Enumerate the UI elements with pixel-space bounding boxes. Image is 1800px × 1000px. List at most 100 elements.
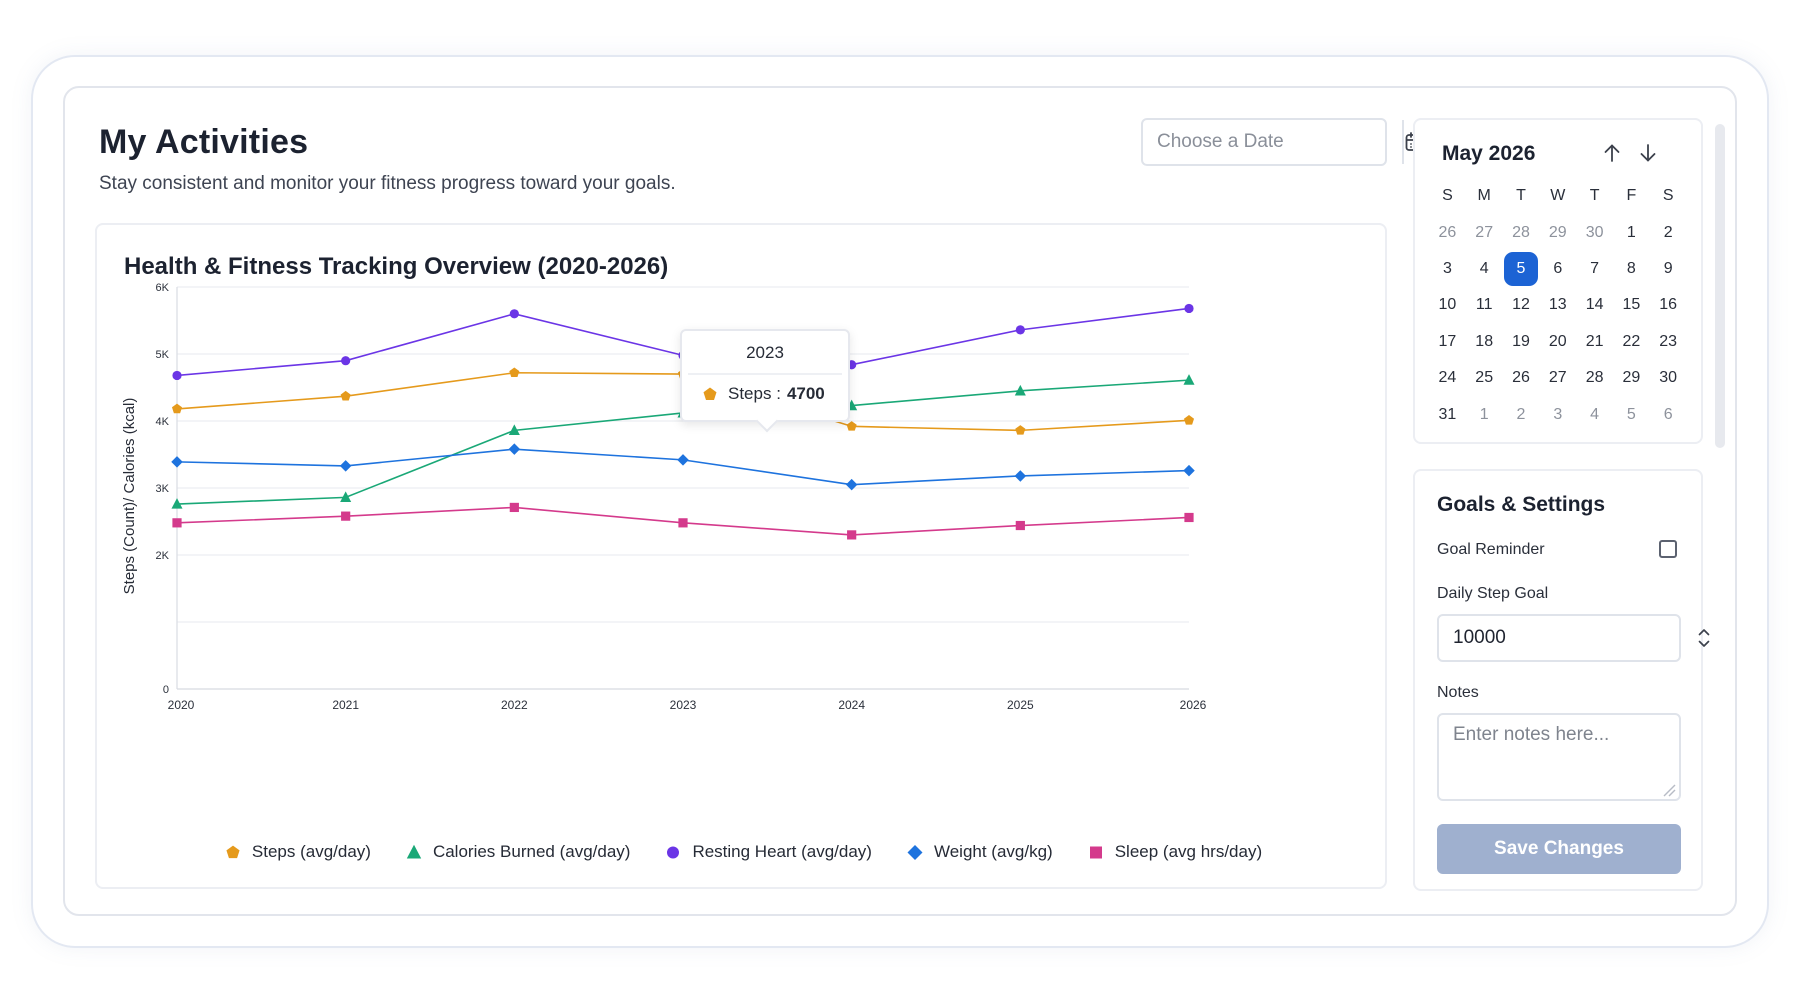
calendar-day[interactable]: 9 [1663,259,1673,277]
x-tick-label: 2025 [1007,698,1034,712]
goal-reminder-checkbox[interactable] [1659,540,1677,558]
calendar-day[interactable]: 2 [1516,405,1526,423]
calendar-day[interactable]: 23 [1659,332,1678,350]
data-point [847,530,857,540]
calendar-day[interactable]: 4 [1479,259,1489,277]
calendar-day[interactable]: 27 [1475,223,1494,241]
calendar-day[interactable]: 24 [1438,369,1457,387]
calendar-day[interactable]: 1 [1626,223,1636,241]
data-point [172,518,182,528]
calendar-day[interactable]: 11 [1475,296,1493,314]
save-changes-button[interactable]: Save Changes [1437,824,1681,874]
data-point [340,390,351,401]
calendar-day[interactable]: 4 [1590,405,1600,423]
legend-marker [667,846,680,859]
legend-item[interactable]: Calories Burned (avg/day) [405,842,630,862]
x-tick-label: 2021 [332,698,359,712]
chart-card: Health & Fitness Tracking Overview (2020… [95,223,1387,889]
tooltip-title: 2023 [688,331,842,375]
tooltip-row: Steps :4700 [682,375,848,404]
calendar-day[interactable]: 26 [1438,223,1457,241]
legend-item[interactable]: Sleep (avg hrs/day) [1087,842,1262,862]
previous-month-button[interactable] [1601,142,1623,169]
calendar-day-selected[interactable]: 5 [1503,251,1540,287]
calendar-day[interactable]: 6 [1663,405,1673,423]
calendar-day[interactable]: 21 [1585,332,1604,350]
legend-item[interactable]: Weight (avg/kg) [906,842,1053,862]
calendar-day[interactable]: 1 [1479,405,1489,423]
notes-textarea[interactable] [1437,713,1681,801]
chevron-down-icon[interactable] [1698,640,1710,648]
chart-legend: Steps (avg/day) Calories Burned (avg/day)… [97,842,1389,862]
data-point [340,491,352,502]
resize-grip-icon[interactable] [1662,783,1676,797]
calendar-day[interactable]: 20 [1548,332,1567,350]
calendar-day[interactable]: 18 [1475,332,1494,350]
calendar-day[interactable]: 8 [1626,259,1636,277]
calendar-day[interactable]: 7 [1590,259,1600,277]
legend-item[interactable]: Steps (avg/day) [224,842,371,862]
calendar-day[interactable]: 28 [1585,369,1604,387]
calendar-day[interactable]: 17 [1438,332,1457,350]
data-point [509,502,519,513]
calendar-day[interactable]: 30 [1585,223,1604,241]
quantity-stepper[interactable] [1698,628,1710,648]
tooltip-separator: : [771,384,781,403]
legend-label: Resting Heart (avg/day) [692,842,872,861]
x-tick-label: 2026 [1180,698,1207,712]
triangle-icon [406,844,422,859]
date-input[interactable] [1143,120,1402,164]
weekday-label: S [1442,187,1453,205]
calendar-day[interactable]: 29 [1548,223,1567,241]
y-tick-label: 5K [156,349,170,361]
date-picker [1141,118,1425,166]
data-point [508,424,520,435]
calendar-day[interactable]: 15 [1622,296,1641,314]
line-chart: 0 2K 3K 4K 5K 6K 2020 2021 2022 2023 2024 2025 2026 S… [121,282,1207,712]
data-point [508,443,521,455]
calendar-day[interactable]: 22 [1622,332,1641,350]
calendar-grid: S M T W T F S 26 27 28 29 30 1 2 3 4 5 6 7 8 9 10 11 12 13 14 15 16… [1429,178,1687,433]
calendar-day[interactable]: 16 [1659,296,1678,314]
daily-step-goal-input[interactable] [1439,627,1698,649]
calendar-day[interactable]: 29 [1622,369,1641,387]
calendar-day[interactable]: 14 [1585,296,1604,314]
calendar-day[interactable]: 13 [1548,296,1567,314]
calendar-day[interactable]: 5 [1626,405,1636,423]
page-title: My Activities [99,123,309,161]
next-month-button[interactable] [1637,142,1659,169]
calendar-day[interactable]: 6 [1553,259,1563,277]
data-point [171,456,183,468]
tooltip-series: Steps [728,384,772,403]
calendar-day[interactable]: 26 [1512,369,1530,387]
data-point [341,511,351,521]
calendar-day[interactable]: 19 [1512,332,1530,350]
calendar-day[interactable]: 10 [1438,296,1457,314]
legend-item[interactable]: Resting Heart (avg/day) [664,842,872,862]
data-point [1015,520,1025,531]
calendar-day[interactable]: 28 [1512,223,1530,241]
legend-label: Calories Burned (avg/day) [432,842,631,861]
weekday-label: F [1626,187,1637,205]
chevron-up-icon[interactable] [1698,628,1710,636]
data-point [846,421,857,431]
square-icon [1089,846,1102,859]
weekday-label: S [1662,187,1674,205]
calendar-day[interactable]: 25 [1475,369,1494,387]
x-tick-label: 2024 [838,698,865,712]
data-point [1184,303,1194,314]
y-tick-label: 2K [156,550,170,562]
calendar-day[interactable]: 3 [1442,259,1452,277]
calendar-day[interactable]: 27 [1548,369,1567,387]
calendar-day[interactable]: 12 [1512,296,1530,314]
weekday-label: W [1550,187,1566,205]
settings-title: Goals & Settings [1437,493,1606,516]
calendar-day[interactable]: 2 [1663,223,1673,241]
calendar-day[interactable]: 31 [1438,405,1457,423]
calendar-day[interactable]: 30 [1659,369,1678,387]
scrollbar[interactable] [1715,124,1725,448]
chart-tooltip: 2023 Steps :4700 [680,329,850,422]
circle-icon [667,846,680,859]
goal-reminder-label: Goal Reminder [1437,541,1545,558]
calendar-day[interactable]: 3 [1553,405,1563,423]
